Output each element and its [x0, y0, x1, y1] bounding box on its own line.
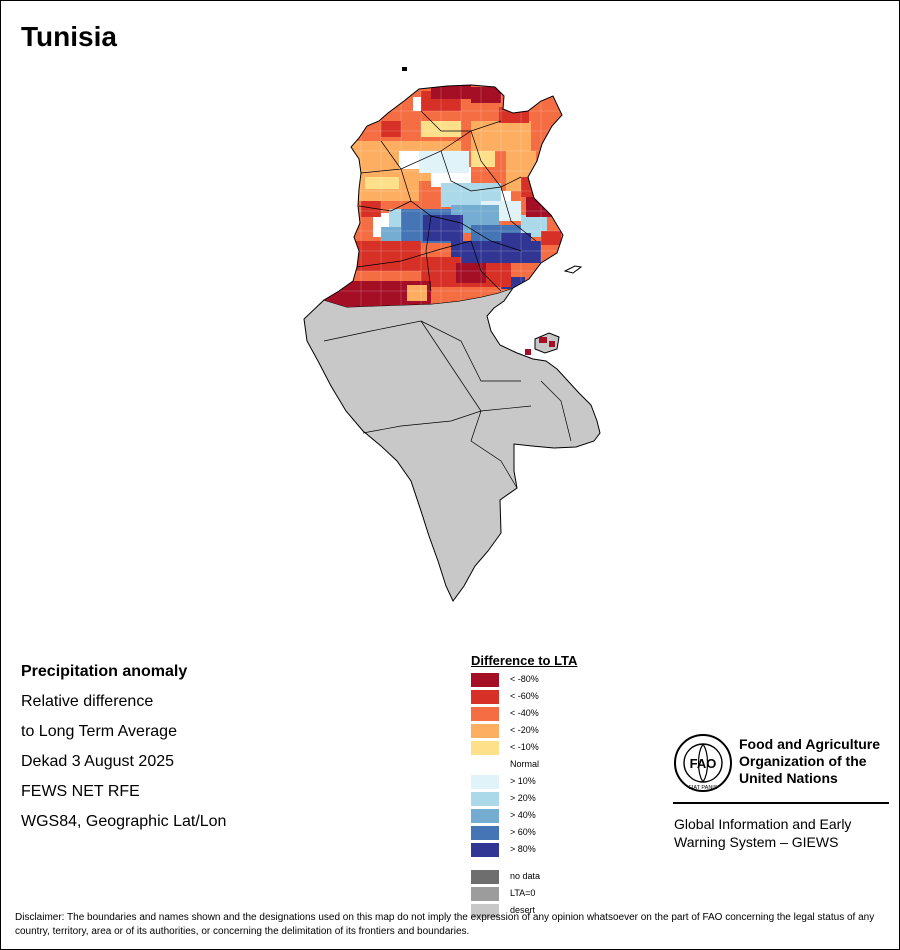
- legend-item-row: < -40%: [471, 706, 577, 723]
- rainfall-anomaly-grid: [324, 85, 563, 307]
- info-projection: WGS84, Geographic Lat/Lon: [21, 813, 227, 830]
- legend-item-swatch: [471, 690, 499, 704]
- map-info-panel: Precipitation anomaly Relative differenc…: [21, 657, 226, 837]
- legend-extra-swatch: [471, 870, 499, 884]
- legend-title: Difference to LTA: [471, 653, 578, 668]
- legend-item-label: > 10%: [510, 776, 536, 786]
- legend-item-row: < -10%: [471, 740, 577, 757]
- legend-extra-swatch: [471, 904, 499, 918]
- legend-item-row: < -60%: [471, 689, 577, 706]
- info-heading: Precipitation anomaly: [21, 663, 188, 680]
- legend-item-row: > 20%: [471, 791, 577, 808]
- legend-item-swatch: [471, 843, 499, 857]
- legend-item-label: > 20%: [510, 793, 536, 803]
- legend-extra-label: desert: [510, 905, 536, 915]
- legend-item-row: > 80%: [471, 842, 577, 859]
- legend-extras: no data LTA=0 desert: [471, 869, 577, 920]
- legend-extra-row: desert: [471, 903, 577, 920]
- legend-item-label: Normal: [510, 759, 540, 769]
- legend-extra-label: no data: [510, 871, 541, 881]
- legend-item-swatch: [471, 741, 499, 755]
- legend-item-row: Normal: [471, 757, 577, 774]
- info-source: FEWS NET RFE: [21, 783, 140, 800]
- legend-item-label: > 60%: [510, 827, 536, 837]
- legend-item-swatch: [471, 758, 499, 772]
- info-line2: to Long Term Average: [21, 723, 177, 740]
- legend-item-swatch: [471, 707, 499, 721]
- legend-extra-swatch: [471, 887, 499, 901]
- legend-item-swatch: [471, 826, 499, 840]
- legend-item-label: < -10%: [510, 742, 539, 752]
- legend-item-row: > 40%: [471, 808, 577, 825]
- legend-item-label: < -80%: [510, 674, 539, 684]
- giews-name: Global Information and Early Warning Sys…: [674, 815, 890, 851]
- legend-item-row: < -20%: [471, 723, 577, 740]
- legend-items: < -80% < -60% < -40% < -20% < -10% Normal > 10…: [471, 672, 577, 859]
- legend-item-row: < -80%: [471, 672, 577, 689]
- legend-item-swatch: [471, 724, 499, 738]
- governorate-boundaries: [356, 110, 537, 292]
- legend-item-row: > 10%: [471, 774, 577, 791]
- legend-extra-label: LTA=0: [510, 888, 536, 898]
- legend-item-label: > 80%: [510, 844, 536, 854]
- legend-extra-row: no data: [471, 869, 577, 886]
- fao-name-line3: United Nations: [739, 770, 838, 786]
- fao-logo-letters: FAO: [690, 756, 717, 771]
- northern-tunisia-outline: [403, 84, 564, 289]
- fao-name-line2: Organization of the: [739, 753, 867, 769]
- map-title: Tunisia: [21, 21, 117, 52]
- legend-item-swatch: [471, 792, 499, 806]
- legend-item-swatch: [471, 775, 499, 789]
- fao-divider: [673, 802, 889, 804]
- legend-item-label: < -20%: [510, 725, 539, 735]
- legend-item-label: < -40%: [510, 708, 539, 718]
- info-line1: Relative difference: [21, 693, 154, 710]
- giews-line2: Warning System – GIEWS: [674, 834, 839, 850]
- legend-item-label: > 40%: [510, 810, 536, 820]
- info-period: Dekad 3 August 2025: [21, 753, 175, 770]
- legend-extra-row: LTA=0: [471, 886, 577, 903]
- fao-name-line1: Food and Agriculture: [739, 736, 881, 752]
- legend-item-label: < -60%: [510, 691, 539, 701]
- fao-organization-name: Food and Agriculture Organization of the…: [739, 736, 880, 787]
- legend: Difference to LTA < -80% < -60% < -40% < -2…: [471, 653, 577, 920]
- fao-logo-icon: FAO FIAT PANIS: [674, 734, 732, 792]
- tunisia-map: [303, 67, 601, 602]
- legend-item-row: > 60%: [471, 825, 577, 842]
- legend-item-swatch: [471, 809, 499, 823]
- legend-item-swatch: [471, 673, 499, 687]
- fao-logo-motto: FIAT PANIS: [688, 785, 717, 791]
- giews-line1: Global Information and Early: [674, 816, 852, 832]
- disclaimer: Disclaimer: The boundaries and names sho…: [15, 912, 875, 937]
- southern-tunisia-desert-region: [303, 287, 601, 602]
